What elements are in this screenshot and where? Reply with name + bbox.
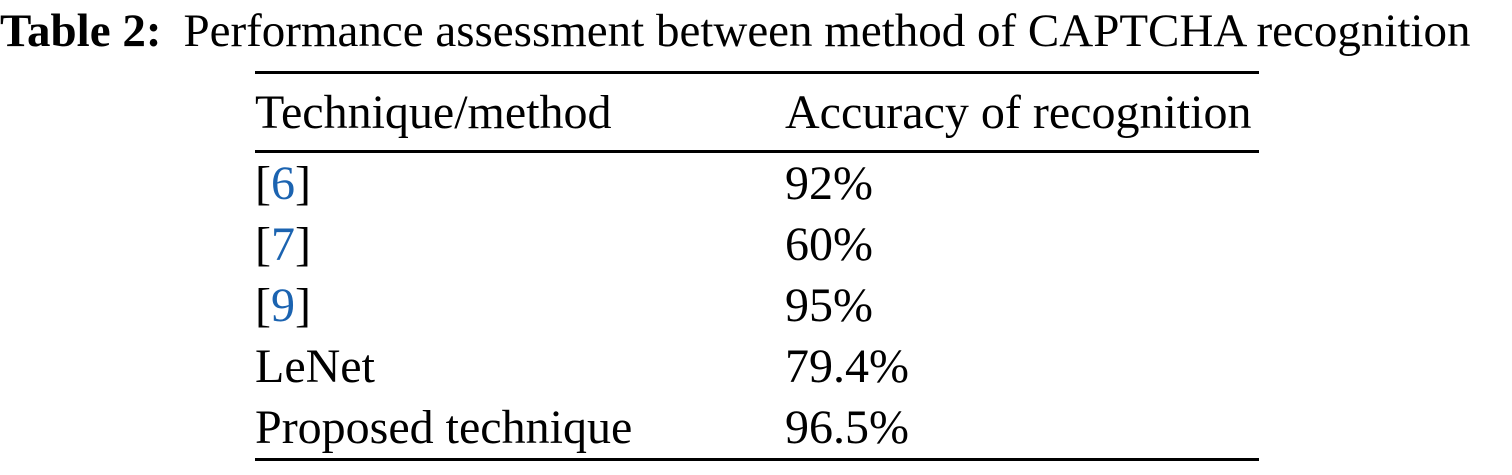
citation-bracket-close: ] [294, 218, 311, 271]
table-row: Proposed technique 96.5% [255, 397, 1259, 458]
table-bottom-rule [255, 458, 1259, 461]
column-header-accuracy: Accuracy of recognition [785, 85, 1252, 139]
citation-bracket-open: [ [255, 279, 271, 332]
table-row: LeNet 79.4% [255, 336, 1259, 397]
method-cell: [6] [255, 156, 785, 211]
method-cell: Proposed technique [255, 400, 785, 455]
citation-bracket-open: [ [255, 218, 271, 271]
citation-bracket-close: ] [294, 157, 311, 210]
table-caption-label: Table 2: [0, 5, 162, 57]
citation-link[interactable]: 6 [270, 157, 295, 210]
accuracy-cell: 95% [785, 279, 873, 332]
table-top-rule [255, 71, 1259, 74]
results-table: Technique/method Accuracy of recognition… [255, 71, 1259, 461]
table-caption-text: Performance assessment between method of… [183, 5, 1471, 57]
citation-link[interactable]: 9 [270, 279, 295, 332]
citation-bracket-close: ] [294, 279, 311, 332]
table-header-row: Technique/method Accuracy of recognition [255, 74, 1259, 150]
method-name: Proposed technique [255, 401, 633, 454]
accuracy-cell: 92% [785, 157, 873, 210]
method-cell: LeNet [255, 339, 785, 394]
column-header-method: Technique/method [255, 85, 612, 139]
table-row: [6] 92% [255, 153, 1259, 214]
table-caption: Table 2: Performance assessment between m… [0, 0, 1512, 62]
method-cell: [7] [255, 217, 785, 272]
accuracy-cell: 96.5% [785, 401, 909, 454]
table-mid-rule [255, 150, 1259, 153]
citation-bracket-open: [ [255, 157, 271, 210]
citation-link[interactable]: 7 [270, 218, 295, 271]
table-row: [9] 95% [255, 275, 1259, 336]
table-row: [7] 60% [255, 214, 1259, 275]
accuracy-cell: 79.4% [785, 340, 909, 393]
method-name: LeNet [255, 340, 375, 393]
accuracy-cell: 60% [785, 218, 873, 271]
method-cell: [9] [255, 278, 785, 333]
